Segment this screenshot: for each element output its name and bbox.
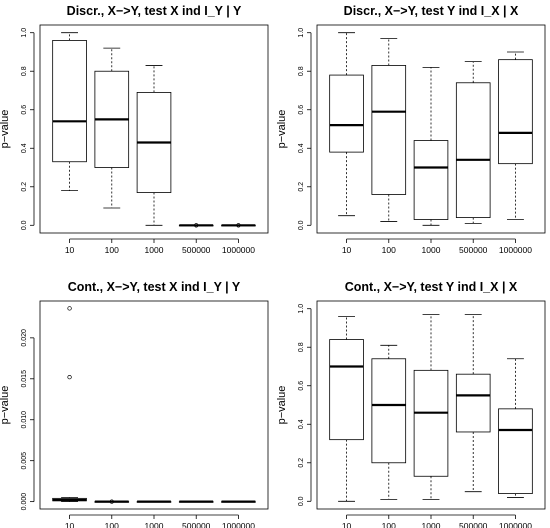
box-100	[94, 499, 130, 504]
y-tick-label: 0.2	[21, 182, 28, 192]
x-tick-label: 10	[342, 245, 352, 255]
box-1000000	[498, 358, 533, 498]
box-10	[52, 32, 87, 192]
x-tick-label: 1000	[422, 521, 441, 528]
panel-2: Discr., X−>Y, test Y ind I_X | X p−value 0…	[276, 4, 546, 255]
box-10	[52, 306, 87, 503]
iqr-box	[455, 373, 491, 433]
outlier-point	[194, 223, 199, 228]
x-tick-label: 1000000	[499, 245, 532, 255]
plot-frame	[39, 24, 269, 234]
y-tick-label: 0.000	[21, 493, 28, 511]
outlier-point	[67, 306, 72, 311]
x-tick-label: 10	[65, 245, 75, 255]
y-tick-label: 0.4	[298, 419, 305, 429]
x-tick-label: 500000	[182, 521, 211, 528]
y-tick-label: 0.8	[21, 66, 28, 76]
plot-frame	[316, 24, 546, 234]
iqr-box	[498, 59, 533, 165]
y-tick-label: 0.2	[298, 182, 305, 192]
iqr-box	[413, 140, 449, 220]
iqr-box	[455, 82, 491, 218]
x-tick-label: 100	[382, 521, 396, 528]
y-axis-label: p−value	[0, 110, 11, 149]
box-500000	[178, 223, 214, 228]
y-tick-label: 0.015	[21, 370, 28, 388]
plot-frame	[39, 300, 269, 510]
chart-title: Cont., X−>Y, test Y ind I_X | X	[345, 280, 518, 294]
x-tick-label: 500000	[182, 245, 211, 255]
iqr-box	[498, 408, 533, 494]
plot-frame	[316, 300, 546, 510]
y-tick-label: 0.4	[298, 143, 305, 153]
y-tick-label: 1.0	[21, 28, 28, 38]
x-tick-label: 10	[342, 521, 352, 528]
x-tick-label: 1000	[145, 521, 164, 528]
chart-title: Cont., X−>Y, test X ind I_Y | Y	[68, 280, 241, 294]
y-tick-label: 0.0	[21, 220, 28, 230]
y-tick-label: 0.005	[21, 452, 28, 470]
y-tick-label: 0.8	[298, 66, 305, 76]
panel-4: Cont., X−>Y, test Y ind I_X | X p−value 0.…	[276, 280, 546, 528]
y-tick-label: 0.2	[298, 458, 305, 468]
box-1000	[136, 500, 172, 503]
y-tick-label: 0.6	[21, 105, 28, 115]
x-tick-label: 10	[65, 521, 75, 528]
box-10	[329, 316, 364, 502]
y-tick-label: 1.0	[298, 28, 305, 38]
outlier-point	[236, 223, 241, 228]
y-tick-label: 0.6	[298, 105, 305, 115]
chart-title: Discr., X−>Y, test Y ind I_X | X	[344, 4, 519, 18]
iqr-box	[413, 369, 449, 477]
y-axis-label: p−value	[276, 110, 288, 149]
box-1000	[413, 314, 449, 500]
y-tick-label: 0.0	[298, 220, 305, 230]
x-tick-label: 100	[382, 245, 396, 255]
outlier-point	[67, 375, 72, 380]
box-1000000	[221, 223, 256, 228]
iqr-box	[329, 339, 364, 441]
outlier-point	[109, 499, 114, 504]
iqr-box	[329, 74, 364, 153]
y-tick-label: 0.4	[21, 143, 28, 153]
x-tick-label: 1000000	[499, 521, 532, 528]
x-tick-label: 1000	[422, 245, 441, 255]
y-axis-label: p−value	[0, 386, 11, 425]
y-tick-label: 0.6	[298, 381, 305, 391]
y-tick-label: 1.0	[298, 304, 305, 314]
box-100	[371, 344, 407, 500]
box-1000	[136, 65, 172, 226]
box-500000	[178, 500, 214, 503]
x-tick-label: 100	[105, 245, 119, 255]
x-tick-label: 500000	[459, 245, 488, 255]
box-500000	[455, 314, 491, 493]
y-tick-label: 0.020	[21, 329, 28, 347]
iqr-box	[371, 358, 407, 464]
panel-1: Discr., X−>Y, test X ind I_Y | Y p−value 0…	[0, 4, 269, 255]
x-tick-label: 1000	[145, 245, 164, 255]
chart-title: Discr., X−>Y, test X ind I_Y | Y	[67, 4, 242, 18]
box-100	[94, 47, 130, 209]
iqr-box	[371, 65, 407, 195]
iqr-box	[52, 40, 87, 163]
y-tick-label: 0.010	[21, 411, 28, 429]
y-tick-label: 0.0	[298, 496, 305, 506]
x-tick-label: 100	[105, 521, 119, 528]
y-axis-label: p−value	[276, 386, 288, 425]
box-500000	[455, 61, 491, 224]
box-10	[329, 32, 364, 217]
panel-3: Cont., X−>Y, test X ind I_Y | Y p−value 0.…	[0, 280, 269, 528]
box-100	[371, 38, 407, 222]
box-1000000	[221, 500, 256, 503]
x-tick-label: 1000000	[222, 245, 255, 255]
x-tick-label: 1000000	[222, 521, 255, 528]
y-tick-label: 0.8	[298, 342, 305, 352]
box-1000	[413, 66, 449, 226]
box-1000000	[498, 51, 533, 220]
x-tick-label: 500000	[459, 521, 488, 528]
